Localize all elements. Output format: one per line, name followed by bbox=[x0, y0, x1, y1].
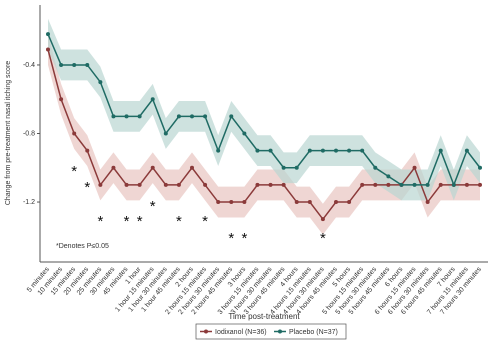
point bbox=[255, 182, 260, 187]
point bbox=[137, 114, 142, 119]
point bbox=[72, 62, 77, 67]
point bbox=[59, 62, 64, 67]
legend-label: Placebo (N=37) bbox=[289, 329, 338, 336]
legend-box bbox=[195, 323, 347, 340]
point bbox=[478, 182, 482, 187]
point bbox=[72, 131, 77, 136]
significance-marker: * bbox=[124, 213, 130, 230]
point bbox=[46, 32, 50, 37]
point bbox=[294, 165, 299, 170]
y-tick-label: -0.8 bbox=[23, 130, 35, 137]
series-line bbox=[47, 49, 480, 221]
point bbox=[163, 131, 168, 136]
point bbox=[229, 200, 234, 205]
point bbox=[255, 148, 260, 153]
significance-marker: * bbox=[137, 213, 143, 230]
point bbox=[334, 200, 338, 205]
legend: Iodixanol (N=36) Placebo (N=37) bbox=[195, 323, 347, 340]
point bbox=[373, 182, 378, 187]
point bbox=[216, 200, 221, 205]
point bbox=[242, 131, 247, 136]
point bbox=[360, 148, 365, 153]
point bbox=[163, 182, 168, 187]
significance-marker: * bbox=[150, 198, 156, 215]
point bbox=[137, 182, 142, 187]
point bbox=[203, 182, 208, 187]
point bbox=[412, 182, 417, 187]
point bbox=[176, 182, 181, 187]
series-line bbox=[47, 33, 481, 188]
confidence-band bbox=[48, 18, 480, 201]
significance-marker: * bbox=[241, 230, 247, 247]
point bbox=[425, 182, 430, 187]
point bbox=[59, 97, 64, 102]
point bbox=[268, 182, 273, 187]
point bbox=[360, 182, 365, 187]
point bbox=[85, 148, 90, 153]
point bbox=[294, 200, 299, 205]
point bbox=[307, 148, 312, 153]
note: *Denotes P≤0.05 bbox=[56, 243, 109, 250]
point bbox=[386, 182, 391, 187]
point bbox=[464, 182, 469, 187]
point bbox=[478, 165, 482, 170]
confidence-band bbox=[48, 34, 480, 235]
point bbox=[203, 114, 208, 119]
significance-marker: * bbox=[320, 230, 326, 247]
significance-marker: * bbox=[202, 213, 208, 230]
point bbox=[347, 200, 352, 205]
legend-dot bbox=[204, 329, 208, 334]
point bbox=[320, 148, 325, 153]
point bbox=[399, 182, 404, 187]
point bbox=[347, 148, 352, 153]
point bbox=[111, 114, 116, 119]
point bbox=[150, 97, 155, 102]
point bbox=[98, 80, 103, 85]
point bbox=[438, 148, 443, 153]
point bbox=[124, 182, 129, 187]
point bbox=[334, 148, 338, 153]
significance-marker: * bbox=[228, 230, 234, 247]
point bbox=[242, 200, 247, 205]
point bbox=[190, 114, 194, 119]
point bbox=[307, 200, 312, 205]
significance-marker: * bbox=[176, 213, 182, 230]
point bbox=[412, 165, 417, 170]
x-axis-label: Time post-treatment bbox=[228, 312, 300, 321]
point bbox=[85, 62, 90, 67]
legend-dot bbox=[278, 329, 282, 334]
point bbox=[373, 165, 378, 170]
point bbox=[425, 200, 430, 205]
point bbox=[386, 174, 391, 179]
point bbox=[176, 114, 181, 119]
point bbox=[320, 217, 325, 222]
point bbox=[464, 148, 469, 153]
significance-marker: * bbox=[97, 213, 103, 230]
significance-marker: * bbox=[84, 179, 90, 196]
point bbox=[111, 165, 116, 170]
point bbox=[216, 148, 221, 153]
point bbox=[98, 182, 103, 187]
point bbox=[451, 182, 456, 187]
point bbox=[281, 165, 286, 170]
point bbox=[438, 182, 443, 187]
point bbox=[268, 148, 273, 153]
point bbox=[150, 165, 155, 170]
legend-label: Iodixanol (N=36) bbox=[215, 329, 267, 336]
point bbox=[281, 182, 286, 187]
point bbox=[190, 165, 194, 170]
y-tick-label: -0.4 bbox=[23, 62, 35, 69]
y-axis-label: Change from pre-treatment nasal itching … bbox=[5, 61, 12, 205]
significance-marker: * bbox=[71, 163, 77, 180]
point bbox=[229, 114, 234, 119]
y-tick-label: -1.2 bbox=[23, 199, 35, 206]
point bbox=[46, 47, 50, 52]
point bbox=[124, 114, 129, 119]
